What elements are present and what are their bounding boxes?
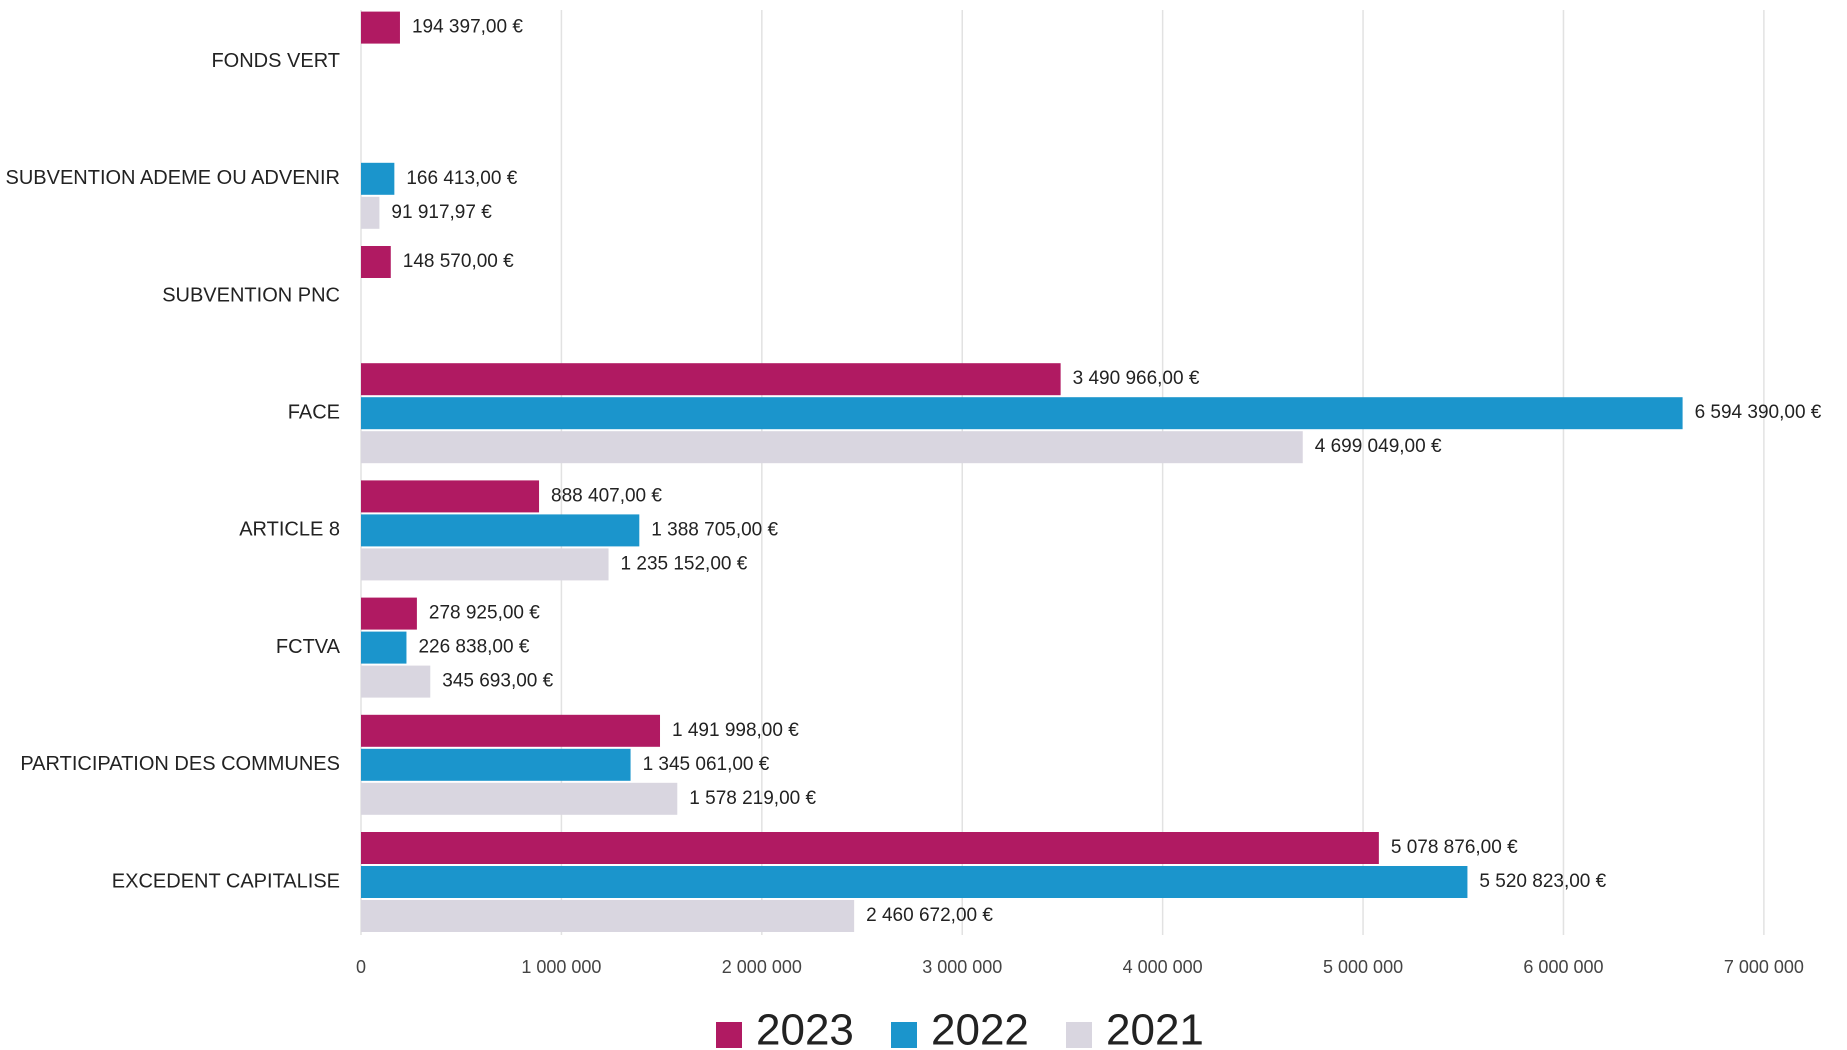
value-label: 2 460 672,00 € — [866, 905, 993, 926]
value-label: 148 570,00 € — [403, 251, 514, 272]
x-tick-label: 6 000 000 — [1523, 957, 1603, 977]
category-label: SUBVENTION PNC — [162, 284, 340, 306]
value-label: 6 594 390,00 € — [1695, 402, 1822, 423]
value-label: 3 490 966,00 € — [1073, 368, 1200, 389]
value-label: 278 925,00 € — [429, 603, 540, 624]
bar — [361, 514, 640, 547]
category-label: FACE — [288, 401, 340, 423]
x-tick-label: 3 000 000 — [922, 957, 1002, 977]
bar — [361, 748, 631, 781]
category-label: SUBVENTION ADEME OU ADVENIR — [5, 167, 340, 189]
value-label: 226 838,00 € — [418, 637, 529, 658]
bar — [361, 246, 391, 278]
value-label: 91 917,97 € — [391, 202, 492, 223]
value-label: 1 345 061,00 € — [643, 754, 770, 775]
bar — [361, 548, 609, 581]
legend-swatch — [1066, 1022, 1092, 1048]
category-label: PARTICIPATION DES COMMUNES — [20, 753, 340, 775]
category-label: FONDS VERT — [211, 50, 340, 72]
bar — [361, 866, 1468, 898]
x-tick-label: 5 000 000 — [1323, 957, 1403, 977]
bar — [361, 665, 431, 698]
bar — [361, 900, 855, 932]
legend-label: 2022 — [931, 1006, 1029, 1050]
legend-label: 2021 — [1106, 1006, 1204, 1050]
value-label: 166 413,00 € — [406, 168, 517, 189]
x-tick-label: 1 000 000 — [521, 957, 601, 977]
bar — [361, 480, 540, 513]
value-label: 1 491 998,00 € — [672, 720, 799, 741]
bar — [361, 832, 1379, 864]
value-label: 888 407,00 € — [551, 485, 662, 506]
value-label: 5 078 876,00 € — [1391, 837, 1518, 858]
bar — [361, 363, 1061, 396]
legend-label: 2023 — [756, 1006, 854, 1050]
bar — [361, 196, 380, 229]
bar — [361, 11, 400, 44]
x-tick-label: 7 000 000 — [1724, 957, 1804, 977]
legend-swatch — [891, 1022, 917, 1048]
bar — [361, 714, 661, 747]
bar — [361, 782, 678, 815]
value-label: 1 235 152,00 € — [621, 553, 748, 574]
value-label: 345 693,00 € — [442, 671, 553, 692]
category-label: EXCEDENT CAPITALISE — [112, 870, 340, 892]
bar — [361, 162, 395, 195]
legend-swatch — [716, 1022, 742, 1048]
value-label: 1 388 705,00 € — [651, 519, 778, 540]
value-label: 1 578 219,00 € — [689, 788, 816, 809]
category-label: FCTVA — [276, 636, 341, 658]
bar — [361, 397, 1683, 430]
x-tick-label: 2 000 000 — [722, 957, 802, 977]
bar — [361, 597, 417, 630]
value-label: 4 699 049,00 € — [1315, 436, 1442, 457]
value-label: 194 397,00 € — [412, 17, 523, 38]
bar — [361, 431, 1303, 464]
value-label: 5 520 823,00 € — [1479, 871, 1606, 892]
x-tick-label: 4 000 000 — [1123, 957, 1203, 977]
category-label: ARTICLE 8 — [239, 519, 340, 541]
bar — [361, 631, 407, 664]
x-tick-label: 0 — [356, 957, 366, 977]
